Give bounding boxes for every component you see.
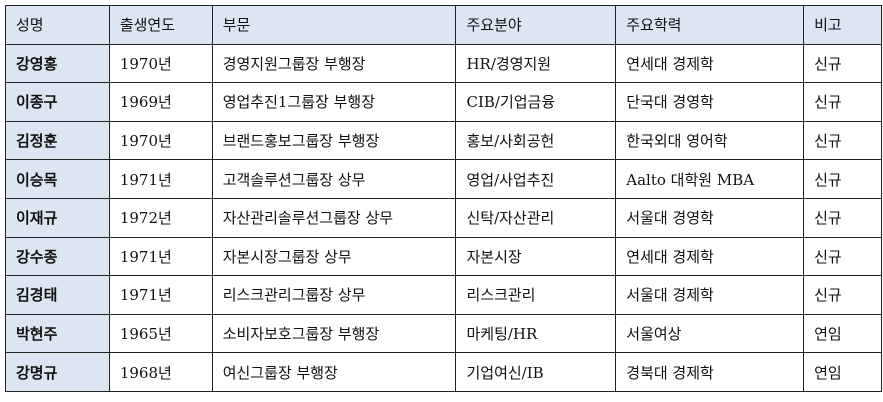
cell-division: 여신그룹장 부행장: [211, 352, 457, 392]
cell-note: 신규: [803, 275, 882, 315]
cell-main-field: 신탁/자산관리: [455, 197, 617, 238]
cell-division: 고객솔루션그룹장 상무: [211, 159, 457, 199]
cell-education: 서울대 경제학: [615, 275, 805, 315]
cell-division: 브랜드홍보그룹장 부행장: [211, 120, 457, 161]
cell-division: 영업추진1그룹장 부행장: [211, 82, 457, 122]
cell-name: 강영홍: [5, 43, 110, 84]
table-row: 강영홍 1970년 경영지원그룹장 부행장 HR/경영지원 연세대 경제학 신규: [5, 43, 882, 84]
header-main-field: 주요분야: [455, 5, 617, 45]
cell-birth-year: 1971년: [108, 236, 213, 277]
cell-main-field: HR/경영지원: [455, 43, 617, 84]
header-row: 성명 출생연도 부문 주요분야 주요학력 비고: [5, 5, 882, 45]
cell-name: 강명규: [5, 352, 110, 392]
cell-education: 서울대 경영학: [615, 197, 805, 238]
table-row: 박현주 1965년 소비자보호그룹장 부행장 마케팅/HR 서울여상 연임: [5, 313, 882, 354]
cell-note: 신규: [803, 197, 882, 238]
cell-division: 자본시장그룹장 상무: [211, 236, 457, 277]
cell-main-field: 홍보/사회공헌: [455, 120, 617, 161]
cell-birth-year: 1972년: [108, 197, 213, 238]
cell-education: 단국대 경영학: [615, 82, 805, 122]
cell-birth-year: 1970년: [108, 43, 213, 84]
cell-main-field: 마케팅/HR: [455, 313, 617, 354]
cell-name: 김정훈: [5, 120, 110, 161]
cell-note: 신규: [803, 82, 882, 122]
cell-name: 박현주: [5, 313, 110, 354]
cell-main-field: 영업/사업추진: [455, 159, 617, 199]
cell-division: 경영지원그룹장 부행장: [211, 43, 457, 84]
header-note: 비고: [803, 5, 882, 45]
cell-division: 자산관리솔루션그룹장 상무: [211, 197, 457, 238]
cell-birth-year: 1968년: [108, 352, 213, 392]
table-row: 이종구 1969년 영업추진1그룹장 부행장 CIB/기업금융 단국대 경영학 신규: [5, 82, 882, 122]
table-row: 이승목 1971년 고객솔루션그룹장 상무 영업/사업추진 Aalto 대학원 MBA 신…: [5, 159, 882, 199]
cell-note: 신규: [803, 120, 882, 161]
cell-education: 연세대 경제학: [615, 236, 805, 277]
header-birth-year: 출생연도: [108, 5, 213, 45]
cell-note: 신규: [803, 159, 882, 199]
cell-name: 강수종: [5, 236, 110, 277]
header-name: 성명: [5, 5, 110, 45]
table-row: 김정훈 1970년 브랜드홍보그룹장 부행장 홍보/사회공헌 한국외대 영어학 신규: [5, 120, 882, 161]
cell-main-field: 리스크관리: [455, 275, 617, 315]
table-row: 김경태 1971년 리스크관리그룹장 상무 리스크관리 서울대 경제학 신규: [5, 275, 882, 315]
cell-birth-year: 1971년: [108, 159, 213, 199]
cell-main-field: 기업여신/IB: [455, 352, 617, 392]
table-row: 강수종 1971년 자본시장그룹장 상무 자본시장 연세대 경제학 신규: [5, 236, 882, 277]
cell-name: 이승목: [5, 159, 110, 199]
cell-birth-year: 1970년: [108, 120, 213, 161]
cell-education: Aalto 대학원 MBA: [615, 159, 805, 199]
executive-table: 성명 출생연도 부문 주요분야 주요학력 비고 강영홍 1970년 경영지원그룹장 부행장 HR…: [5, 5, 882, 392]
cell-name: 이종구: [5, 82, 110, 122]
cell-note: 연임: [803, 352, 882, 392]
cell-birth-year: 1971년: [108, 275, 213, 315]
cell-division: 소비자보호그룹장 부행장: [211, 313, 457, 354]
cell-main-field: CIB/기업금융: [455, 82, 617, 122]
cell-education: 한국외대 영어학: [615, 120, 805, 161]
cell-name: 이재규: [5, 197, 110, 238]
cell-note: 연임: [803, 313, 882, 354]
cell-note: 신규: [803, 236, 882, 277]
header-education: 주요학력: [615, 5, 805, 45]
cell-education: 서울여상: [615, 313, 805, 354]
cell-education: 경북대 경제학: [615, 352, 805, 392]
cell-note: 신규: [803, 43, 882, 84]
cell-name: 김경태: [5, 275, 110, 315]
table-row: 강명규 1968년 여신그룹장 부행장 기업여신/IB 경북대 경제학 연임: [5, 352, 882, 392]
cell-main-field: 자본시장: [455, 236, 617, 277]
cell-division: 리스크관리그룹장 상무: [211, 275, 457, 315]
table-row: 이재규 1972년 자산관리솔루션그룹장 상무 신탁/자산관리 서울대 경영학 신규: [5, 197, 882, 238]
cell-birth-year: 1965년: [108, 313, 213, 354]
cell-birth-year: 1969년: [108, 82, 213, 122]
cell-education: 연세대 경제학: [615, 43, 805, 84]
header-division: 부문: [211, 5, 457, 45]
